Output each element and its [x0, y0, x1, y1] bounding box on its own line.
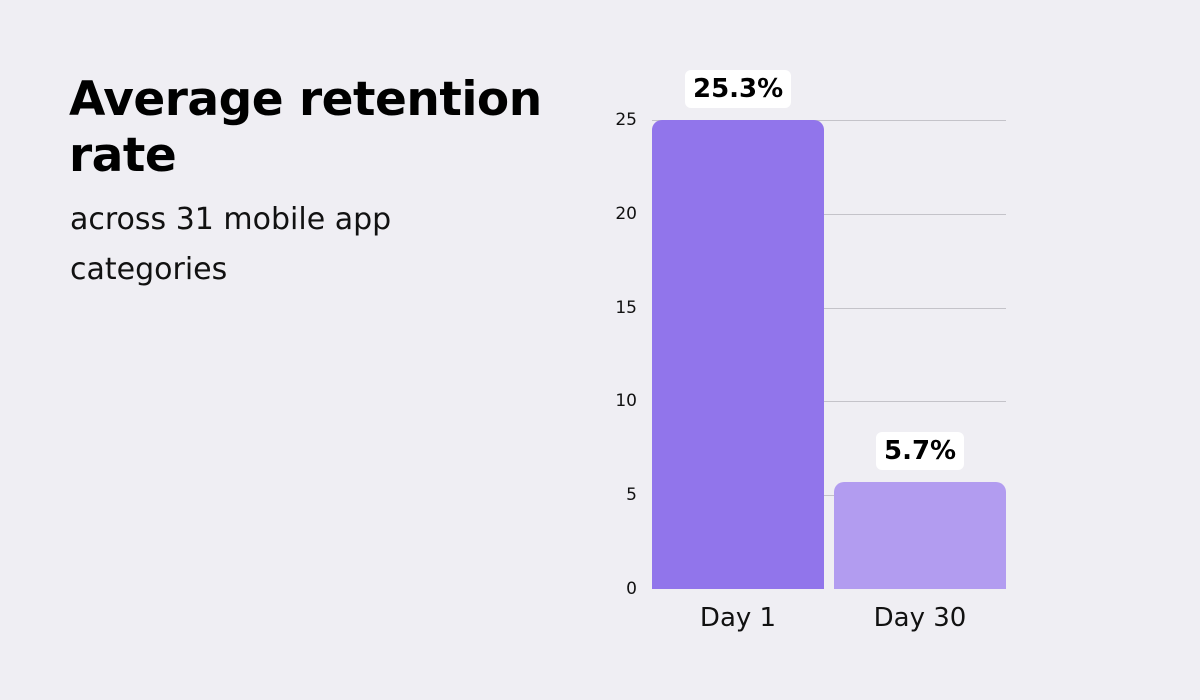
gridline: [652, 401, 1006, 402]
chart-title: Average retention rate: [69, 72, 542, 183]
y-tick-label: 5: [626, 485, 637, 505]
chart-subtitle: across 31 mobile app categories: [70, 202, 392, 287]
bar-day-1: [652, 120, 824, 589]
y-tick-label: 0: [626, 579, 637, 599]
bar-chart: 0 5 10 15 20 25 25.3% Day 1 5.7% Day 30: [600, 60, 1020, 660]
x-tick-label: Day 1: [699, 603, 777, 633]
x-tick-label: Day 30: [873, 603, 967, 633]
y-tick-label: 15: [615, 298, 637, 318]
data-label: 25.3%: [685, 70, 792, 108]
bar-day-30: [834, 482, 1006, 589]
data-label: 5.7%: [876, 432, 965, 470]
y-tick-label: 20: [615, 204, 637, 224]
gridline: [652, 120, 1006, 121]
y-tick-label: 25: [615, 110, 637, 130]
y-tick-label: 10: [615, 391, 637, 411]
gridline: [652, 214, 1006, 215]
gridline: [652, 495, 1006, 496]
gridline: [652, 308, 1006, 309]
